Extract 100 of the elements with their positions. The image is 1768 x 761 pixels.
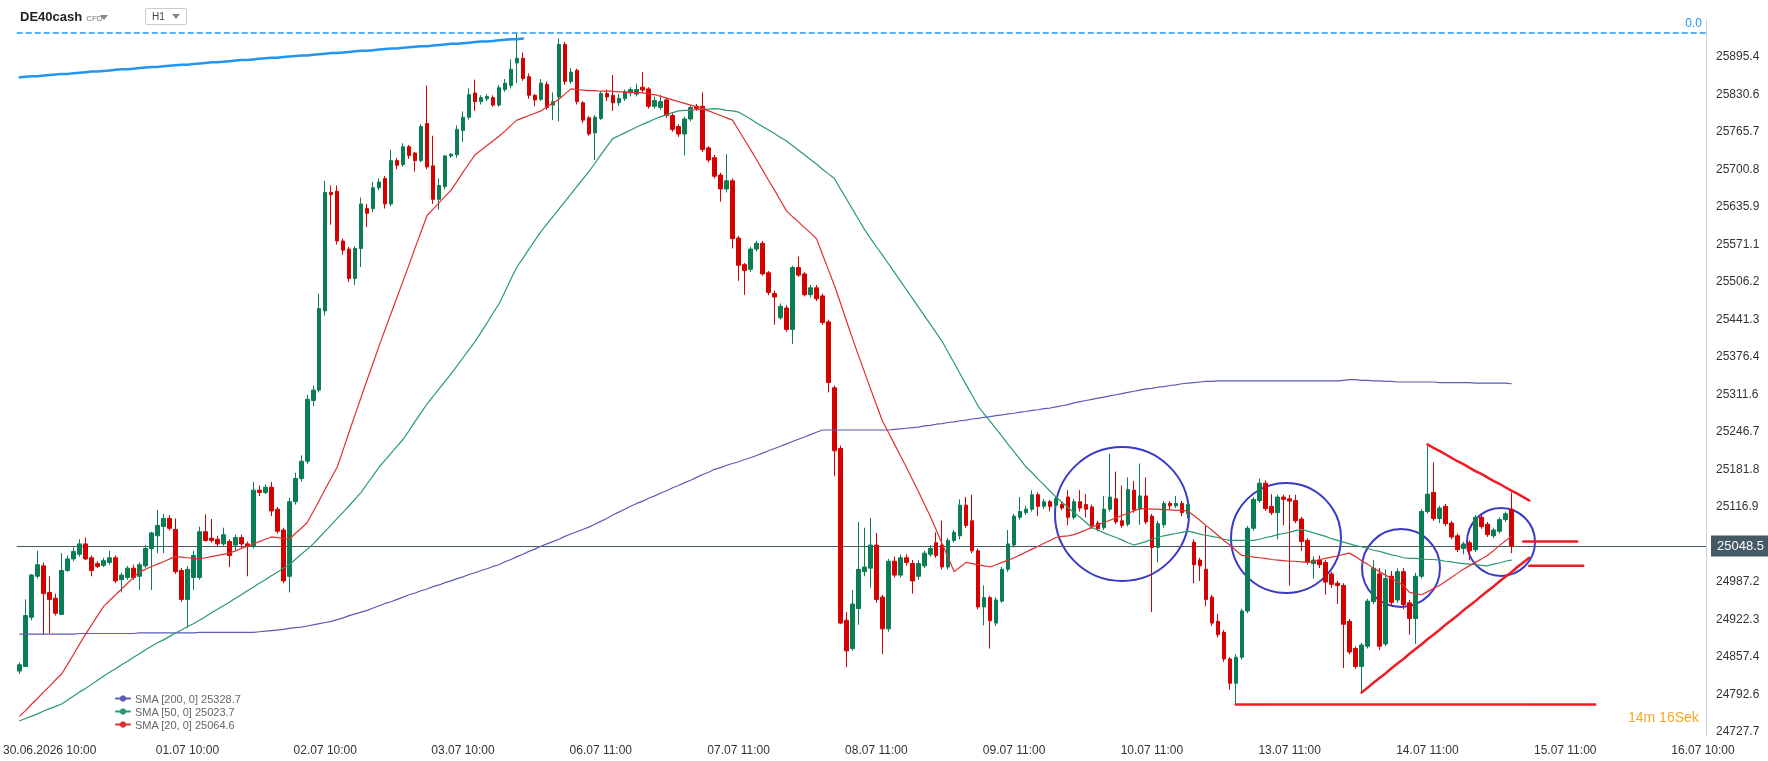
candlestick bbox=[1102, 495, 1106, 531]
candlestick bbox=[461, 110, 465, 143]
candlestick bbox=[533, 93, 537, 107]
y-tick-label: 24922.3 bbox=[1716, 611, 1760, 626]
y-tick-label: 25181.8 bbox=[1716, 461, 1760, 476]
candlestick bbox=[257, 485, 262, 497]
candlestick bbox=[113, 554, 118, 584]
candlestick bbox=[1054, 495, 1058, 510]
candlestick bbox=[575, 68, 579, 106]
candlestick bbox=[503, 78, 507, 93]
candlestick bbox=[790, 265, 795, 345]
candlestick bbox=[1275, 494, 1280, 540]
x-tick-label: 10.07 11:00 bbox=[1120, 743, 1184, 757]
candlestick bbox=[251, 481, 256, 550]
candlestick bbox=[898, 553, 903, 578]
candlestick bbox=[413, 151, 417, 173]
y-tick-label: 25311.6 bbox=[1716, 386, 1759, 401]
x-tick-label: 15.07 11:00 bbox=[1533, 743, 1597, 757]
candlestick bbox=[221, 527, 226, 547]
candlestick bbox=[1437, 505, 1442, 524]
candlestick bbox=[329, 184, 333, 226]
candlestick bbox=[353, 245, 357, 286]
candlestick bbox=[497, 84, 501, 108]
candlestick bbox=[910, 559, 915, 595]
candlestick bbox=[227, 538, 232, 568]
y-tick-label: 25506.2 bbox=[1716, 274, 1760, 289]
candlestick bbox=[1180, 500, 1184, 517]
candlestick bbox=[359, 197, 363, 268]
line-series bbox=[1426, 443, 1531, 502]
candlestick bbox=[599, 90, 603, 121]
candlestick bbox=[605, 88, 609, 102]
candlestick bbox=[521, 51, 525, 82]
legend-label: SMA [200, 0] 25328.7 bbox=[135, 692, 241, 705]
y-tick-label: 24727.7 bbox=[1716, 724, 1760, 739]
candlestick bbox=[1168, 500, 1172, 510]
candlestick bbox=[958, 498, 962, 540]
candlestick bbox=[1048, 499, 1052, 513]
chart-title: DE40cash bbox=[20, 9, 83, 24]
candlestick bbox=[443, 154, 447, 190]
candlestick bbox=[1461, 541, 1466, 555]
candlestick bbox=[437, 178, 441, 211]
y-tick-label: 24792.6 bbox=[1716, 686, 1760, 701]
legend-label: SMA [20, 0] 25064.6 bbox=[135, 718, 235, 731]
candlestick bbox=[1120, 485, 1124, 529]
candlestick bbox=[425, 84, 429, 170]
y-tick-label: 25441.3 bbox=[1716, 311, 1760, 326]
candlestick bbox=[491, 94, 495, 108]
x-tick-label: 06.07 11:00 bbox=[569, 743, 633, 757]
candlestick bbox=[1383, 568, 1388, 647]
candlestick bbox=[341, 238, 345, 256]
candlestick bbox=[1389, 570, 1394, 607]
candlestick bbox=[455, 124, 459, 159]
candlestick bbox=[1126, 476, 1130, 528]
candlestick bbox=[1204, 524, 1208, 607]
y-tick-label: 25246.7 bbox=[1716, 424, 1760, 439]
candlestick bbox=[611, 74, 615, 112]
annotation: 0.0 bbox=[1685, 15, 1703, 30]
candlestick bbox=[467, 87, 471, 121]
candlestick bbox=[545, 80, 549, 111]
x-tick-label: 08.07 11:00 bbox=[845, 743, 908, 757]
candlestick bbox=[1066, 489, 1070, 526]
y-tick-label: 25116.9 bbox=[1716, 499, 1759, 514]
x-tick-label: 03.07 10:00 bbox=[431, 743, 496, 757]
candlestick bbox=[976, 548, 980, 610]
candlestick bbox=[515, 32, 519, 84]
annotation: H1 bbox=[145, 8, 187, 25]
candlestick bbox=[509, 58, 513, 89]
candlestick bbox=[167, 514, 172, 532]
candlestick bbox=[617, 93, 621, 107]
candlestick bbox=[778, 302, 783, 321]
candlestick bbox=[1060, 501, 1064, 511]
candlestick bbox=[1377, 567, 1382, 651]
candlestick bbox=[1042, 498, 1046, 510]
candlestick bbox=[952, 529, 956, 544]
candlestick bbox=[587, 115, 591, 137]
candlestick bbox=[1395, 567, 1400, 604]
candlestick bbox=[365, 203, 369, 228]
candlestick bbox=[934, 531, 938, 559]
x-tick-label: 01.07 10:00 bbox=[155, 743, 220, 757]
y-tick-label: 25376.4 bbox=[1716, 349, 1760, 364]
candlestick bbox=[1509, 491, 1514, 554]
line-series bbox=[1360, 556, 1531, 694]
y-tick-label: 25635.9 bbox=[1716, 199, 1760, 214]
candlestick bbox=[1024, 505, 1028, 516]
y-tick-label: 25700.8 bbox=[1716, 161, 1760, 176]
candlestick bbox=[401, 142, 405, 168]
candlestick bbox=[994, 596, 998, 627]
candlestick bbox=[1210, 594, 1214, 627]
x-tick-label: 02.07 10:00 bbox=[293, 743, 358, 757]
candlestick bbox=[1162, 500, 1166, 529]
x-tick-label: 07.07 11:00 bbox=[707, 743, 771, 757]
candlestick bbox=[389, 149, 393, 207]
candlestick bbox=[970, 494, 974, 554]
candlestick bbox=[407, 144, 411, 160]
x-tick-label: 09.07 11:00 bbox=[982, 743, 1046, 757]
candlestick bbox=[233, 534, 238, 552]
candlestick bbox=[563, 41, 567, 86]
candlestick bbox=[904, 553, 909, 567]
line-series bbox=[19, 379, 1512, 635]
candlestick bbox=[1006, 529, 1010, 573]
